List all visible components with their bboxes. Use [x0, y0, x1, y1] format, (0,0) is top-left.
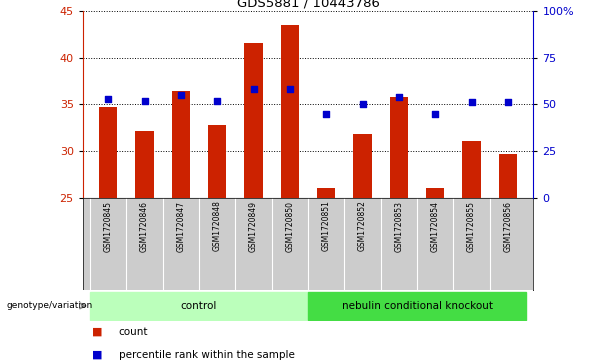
Bar: [208, 125, 226, 198]
Point: [394, 94, 404, 100]
Text: GSM1720851: GSM1720851: [322, 201, 330, 252]
Text: nebulin conditional knockout: nebulin conditional knockout: [341, 301, 492, 311]
Text: GSM1720847: GSM1720847: [177, 201, 185, 252]
Point: [140, 98, 150, 103]
Bar: [99, 107, 117, 198]
Title: GDS5881 / 10443786: GDS5881 / 10443786: [237, 0, 379, 10]
Point: [212, 98, 222, 103]
Text: percentile rank within the sample: percentile rank within the sample: [119, 350, 295, 360]
Text: ■: ■: [92, 327, 102, 337]
Bar: [172, 91, 190, 198]
Text: GSM1720849: GSM1720849: [249, 201, 258, 252]
Text: GSM1720852: GSM1720852: [358, 201, 367, 252]
Bar: [390, 97, 408, 198]
Bar: [135, 131, 154, 198]
Text: ■: ■: [92, 350, 102, 360]
Point: [176, 92, 186, 98]
Point: [430, 111, 440, 117]
Point: [503, 99, 513, 105]
Point: [103, 96, 113, 102]
Point: [466, 99, 476, 105]
Text: control: control: [181, 301, 217, 311]
Text: genotype/variation: genotype/variation: [6, 301, 93, 310]
Text: GSM1720855: GSM1720855: [467, 201, 476, 252]
Point: [249, 86, 259, 92]
Text: GSM1720854: GSM1720854: [431, 201, 440, 252]
Text: GSM1720856: GSM1720856: [503, 201, 512, 252]
Bar: [317, 188, 335, 198]
Text: GSM1720846: GSM1720846: [140, 201, 149, 252]
Bar: [462, 141, 481, 198]
Bar: [426, 188, 444, 198]
Text: GSM1720848: GSM1720848: [213, 201, 222, 252]
Point: [285, 86, 295, 92]
Bar: [308, 292, 526, 320]
Text: count: count: [119, 327, 148, 337]
Point: [321, 111, 331, 117]
Bar: [354, 134, 371, 198]
Text: GSM1720850: GSM1720850: [286, 201, 294, 252]
Bar: [245, 43, 262, 198]
Point: [357, 101, 367, 107]
Bar: [499, 154, 517, 198]
Text: GSM1720853: GSM1720853: [394, 201, 403, 252]
Text: GSM1720845: GSM1720845: [104, 201, 113, 252]
Bar: [90, 292, 308, 320]
Bar: [281, 25, 299, 198]
